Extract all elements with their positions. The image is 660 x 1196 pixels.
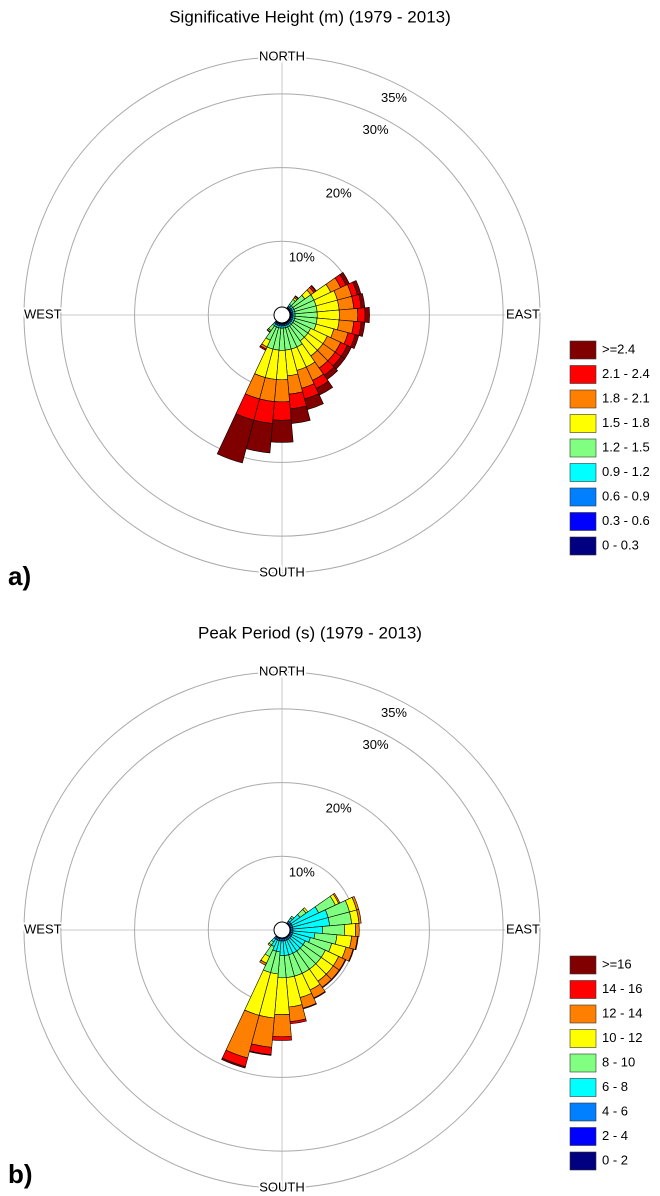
legend-swatch	[569, 1127, 597, 1146]
rose-segment	[259, 345, 267, 351]
legend-label: 0.3 - 0.6	[602, 513, 650, 528]
compass-label: NORTH	[259, 48, 305, 63]
rose-segment	[356, 909, 362, 924]
grid-ring	[134, 782, 430, 1078]
legend-label: >=2.4	[602, 341, 635, 356]
ring-label: 30%	[363, 122, 389, 137]
rose-segment	[289, 405, 311, 424]
rose-segment	[343, 923, 356, 937]
rose-chart: Peak Period (s) (1979 - 2013) 10% 20% 30% 35…	[8, 623, 642, 1196]
legend-swatch	[569, 414, 597, 433]
legend-label: 0 - 2	[602, 1152, 628, 1167]
rose-segment	[266, 329, 271, 333]
rose-segment	[216, 413, 255, 464]
ring-label: 10%	[289, 250, 315, 265]
grid-ring	[23, 671, 541, 1189]
legend-label: 14 - 16	[602, 981, 642, 996]
rose-segment	[350, 334, 360, 349]
legend-swatch	[569, 1029, 597, 1048]
legend-label: 0.9 - 1.2	[602, 464, 650, 479]
ring-label: 35%	[381, 90, 407, 105]
legend-label: 10 - 12	[602, 1030, 642, 1045]
legend-swatch	[569, 980, 597, 999]
rose-segment	[348, 948, 355, 962]
grid-ring	[23, 56, 541, 574]
compass-label: EAST	[506, 306, 540, 321]
rose-segment	[355, 922, 360, 938]
ring-label: 35%	[381, 705, 407, 720]
legend-label: 1.5 - 1.8	[602, 415, 650, 430]
legend-swatch	[569, 955, 597, 975]
panel-label: a)	[8, 561, 31, 591]
legend-label: 0.6 - 0.9	[602, 488, 650, 503]
rose-segment	[358, 321, 366, 337]
ring-label: 20%	[326, 801, 352, 816]
legend-swatch	[569, 536, 597, 556]
rose-segment	[272, 1014, 292, 1038]
grid-ring	[60, 708, 504, 1152]
rose-segment	[272, 1036, 292, 1041]
center-hole	[273, 306, 291, 324]
compass-label: SOUTH	[259, 1179, 305, 1194]
ring-label: 10%	[289, 865, 315, 880]
panel-label: b)	[8, 1159, 33, 1189]
ring-label: 30%	[363, 737, 389, 752]
grid-ring	[60, 93, 504, 537]
ring-label: 20%	[326, 186, 352, 201]
legend-label: >=16	[602, 956, 632, 971]
center-hole	[273, 921, 291, 939]
chart-title: Peak Period (s) (1979 - 2013)	[198, 623, 422, 642]
legend-swatch	[569, 1151, 597, 1171]
rose-segment	[272, 401, 292, 421]
legend-label: 2 - 4	[602, 1128, 628, 1143]
legend-label: 1.8 - 2.1	[602, 390, 650, 405]
legend-label: 6 - 8	[602, 1079, 628, 1094]
rose-segment	[274, 379, 290, 403]
rose-segment	[357, 307, 366, 323]
legend-label: 12 - 14	[602, 1005, 642, 1020]
rose-segment	[221, 1057, 246, 1069]
compass-label: EAST	[506, 921, 540, 936]
legend-swatch	[569, 463, 597, 482]
legend-swatch	[569, 340, 597, 360]
grid-ring	[134, 167, 430, 463]
rose-segment	[259, 959, 267, 966]
legend-swatch	[569, 1078, 597, 1097]
legend-swatch	[569, 512, 597, 531]
legend-swatch	[569, 365, 597, 384]
legend-label: 1.2 - 1.5	[602, 439, 650, 454]
rose-chart: Significative Height (m) (1979 - 2013) 10…	[8, 7, 650, 590]
compass-label: NORTH	[259, 663, 305, 678]
chart-title: Significative Height (m) (1979 - 2013)	[169, 7, 451, 26]
rose-segment	[270, 419, 294, 443]
legend-label: 4 - 6	[602, 1103, 628, 1118]
legend-label: 8 - 10	[602, 1054, 635, 1069]
rose-segment	[338, 308, 359, 322]
legend-swatch	[569, 438, 597, 458]
legend-swatch	[569, 487, 597, 507]
legend-swatch	[569, 389, 597, 409]
rose-segment	[364, 307, 370, 323]
legend-label: 2.1 - 2.4	[602, 366, 650, 381]
legend-swatch	[569, 1102, 597, 1122]
legend-label: 0 - 0.3	[602, 537, 639, 552]
compass-label: WEST	[24, 921, 62, 936]
rose-segment	[267, 942, 272, 947]
legend-swatch	[569, 1053, 597, 1073]
compass-label: WEST	[24, 306, 62, 321]
compass-label: SOUTH	[259, 564, 305, 579]
legend-swatch	[569, 1004, 597, 1024]
rose-segment	[354, 936, 359, 951]
